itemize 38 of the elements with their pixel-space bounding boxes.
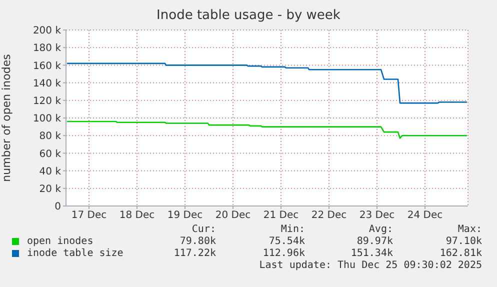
text: 151.34k [350,248,393,259]
x-tick-label: 22 Dec [311,210,347,222]
y-tick-label: 100 k [32,114,62,125]
y-tick-label: 40 k [39,166,62,178]
x-tick-label: 21 Dec [263,210,299,222]
y-tick-label: 60 k [39,148,62,160]
y-tick-label: 80 k [39,131,62,142]
text: 79.80k [180,236,216,247]
text: Avg: [368,224,393,235]
x-tick-label: 23 Dec [359,210,395,222]
line-series [66,62,468,104]
y-tick-label: 200 k [32,26,62,37]
chart-title: Inode table usage - by week [156,8,342,23]
legend-label: inode table size [27,248,124,258]
y-tick-label: 180 k [32,43,62,54]
y-tick-label: 0 [54,202,61,213]
text: Last update: Thu Dec 25 09:30:02 2025 [259,260,482,271]
x-tick-label: 19 Dec [167,210,203,222]
x-tick-label: 18 Dec [119,210,155,222]
text: Cur: [192,224,216,235]
legend-label: open inodes [27,236,94,246]
y-tick-label: 20 k [39,184,62,195]
text: 117.22k [174,248,216,259]
text: 112.96k [262,248,305,259]
y-tick-label: 160 k [32,60,62,72]
x-tick-label: 20 Dec [215,210,251,222]
text: 97.10k [446,236,482,247]
text: Max: [458,224,482,235]
text: 89.97k [356,236,393,247]
y-axis-title: number of open inodes [0,54,13,182]
y-tick-label: 120 k [32,96,62,107]
text: 75.54k [268,236,305,247]
y-tick-label: 140 k [32,78,62,90]
text: 162.81k [440,248,482,259]
x-tick-label: 17 Dec [71,210,107,222]
text: Min: [280,224,305,235]
line-series [66,120,468,139]
x-tick-label: 24 Dec [407,210,443,222]
